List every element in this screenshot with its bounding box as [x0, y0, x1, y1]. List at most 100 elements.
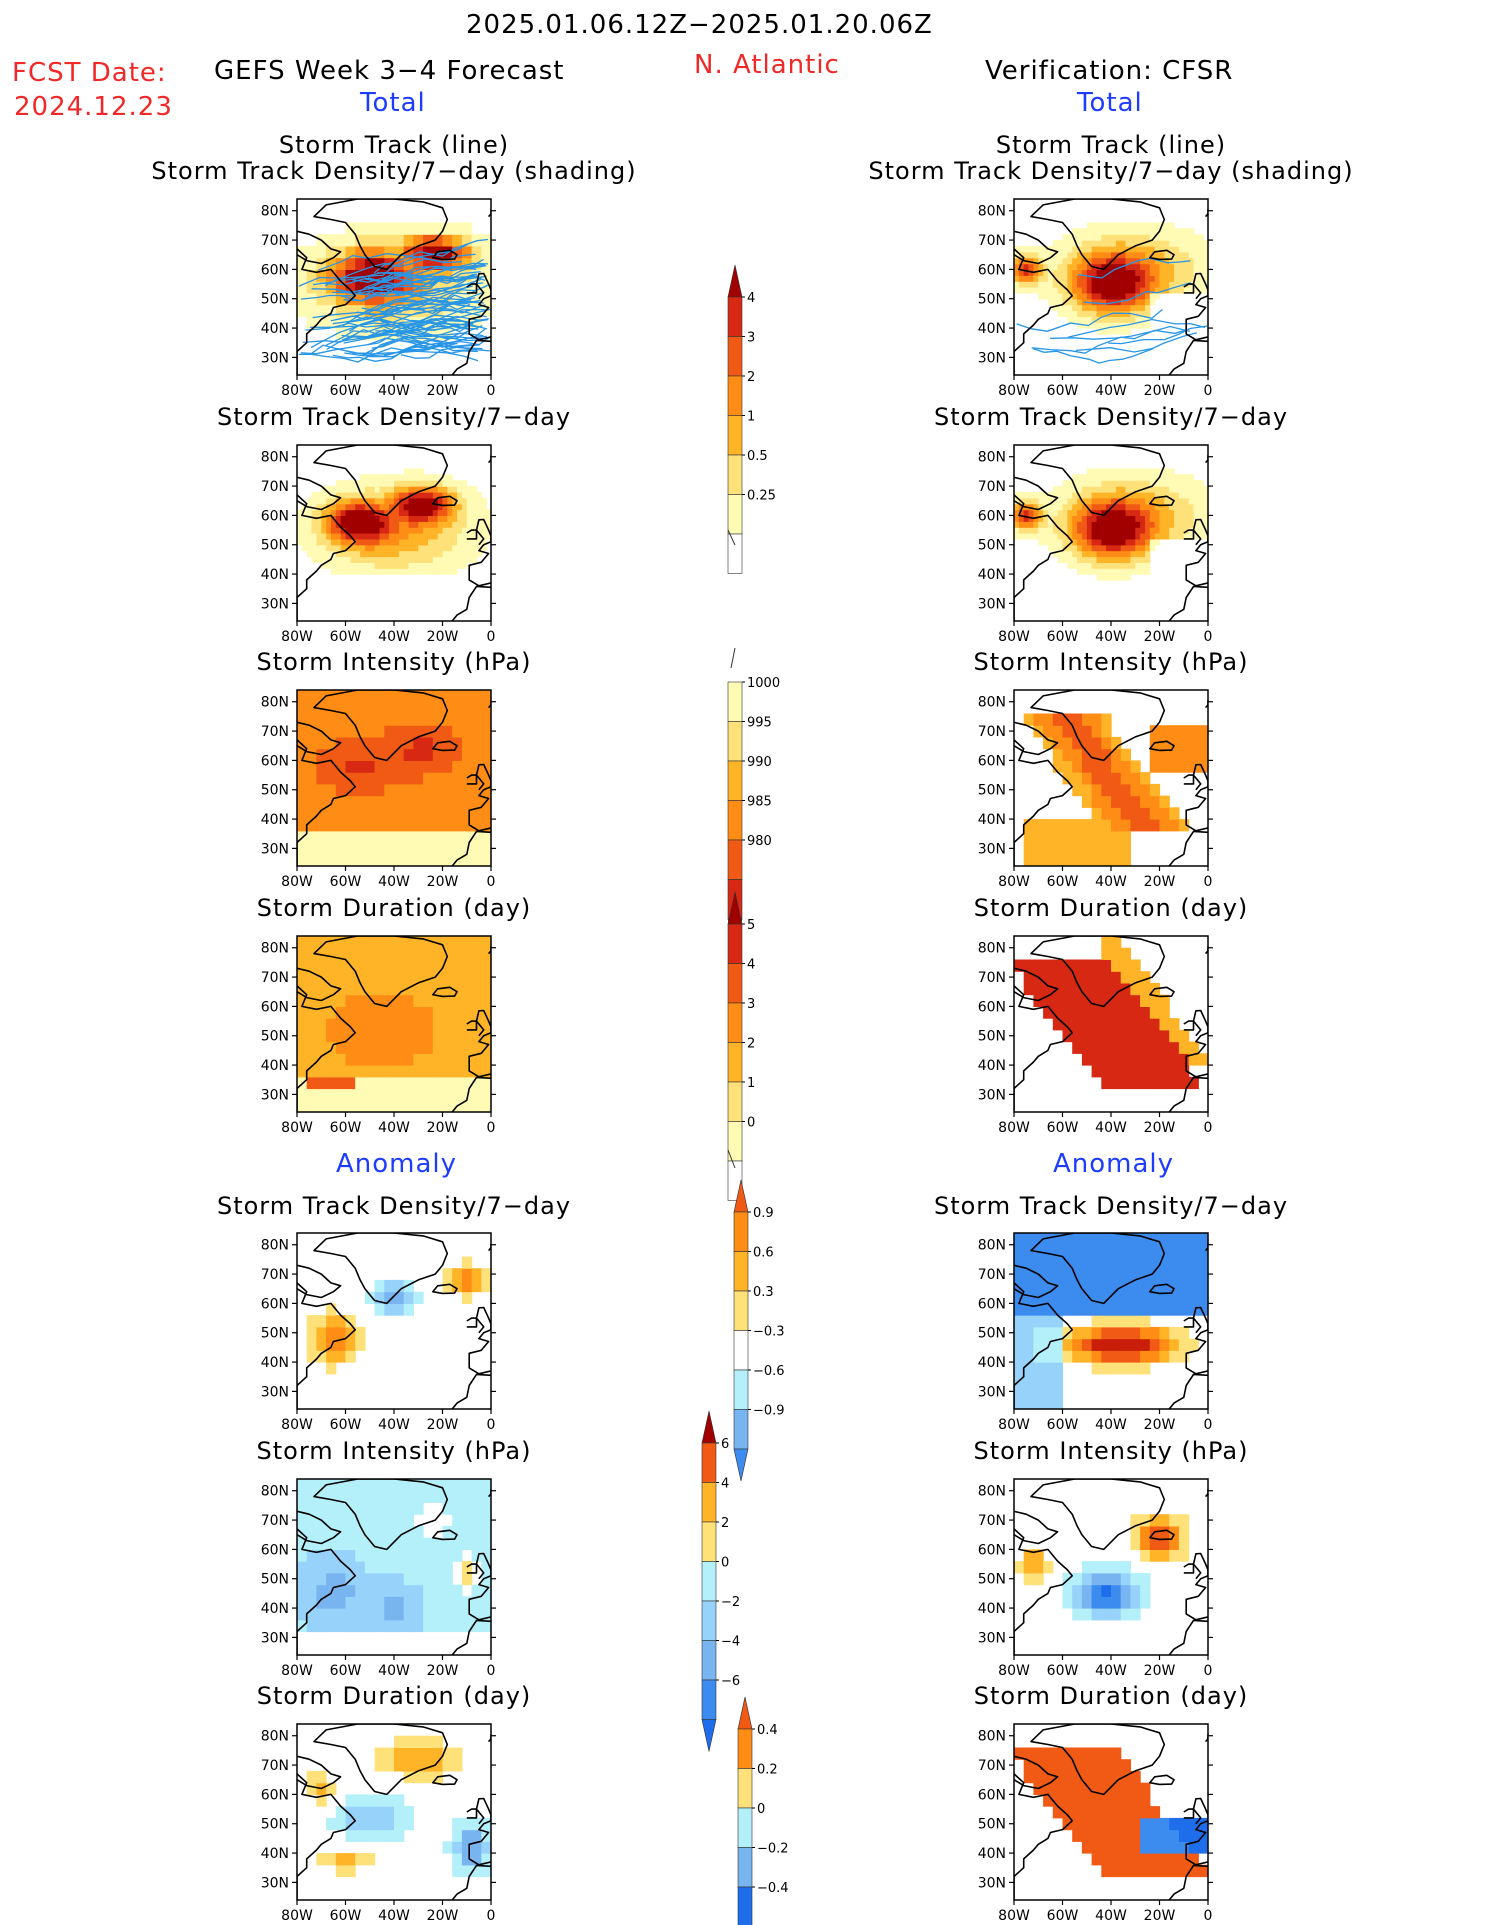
lon-tick-label: 80W — [998, 1417, 1030, 1433]
lat-tick-label: 60N — [978, 753, 1006, 769]
lon-tick-label: 60W — [330, 874, 362, 890]
lon-tick-label: 80W — [998, 1120, 1030, 1136]
lat-tick-label: 70N — [978, 1267, 1006, 1283]
lon-tick-label: 40W — [378, 874, 410, 890]
fcst-date-label: FCST Date: — [12, 58, 167, 88]
forecast-intensity-map-field — [297, 690, 491, 866]
title-density-left: Storm Track Density/7−day — [216, 403, 572, 431]
lon-tick-label: 80W — [281, 1120, 313, 1136]
colorbar-label: 0.9 — [753, 1206, 774, 1221]
lon-tick-label: 60W — [1047, 383, 1079, 399]
colorbar-label: −0.2 — [757, 1842, 789, 1857]
lat-tick-label: 30N — [978, 350, 1006, 366]
lat-tick-label: 60N — [978, 1542, 1006, 1558]
lon-tick-label: 20W — [427, 874, 459, 890]
lat-tick-label: 50N — [261, 292, 289, 308]
verification-anomaly-duration-map-field — [1014, 1724, 1208, 1900]
lat-tick-label: 30N — [978, 1384, 1006, 1400]
lat-tick-label: 40N — [978, 812, 1006, 828]
lon-tick-label: 60W — [330, 629, 362, 645]
lat-tick-label: 70N — [978, 1513, 1006, 1529]
title-anom-density-left: Storm Track Density/7−day — [216, 1192, 572, 1220]
lat-tick-label: 70N — [261, 233, 289, 249]
lat-tick-label: 70N — [261, 1513, 289, 1529]
lon-tick-label: 80W — [998, 1908, 1030, 1924]
lon-tick-label: 40W — [378, 1663, 410, 1679]
lat-tick-label: 80N — [261, 695, 289, 711]
lon-tick-label: 80W — [998, 874, 1030, 890]
lat-tick-label: 70N — [261, 724, 289, 740]
title-anom-intensity-left: Storm Intensity (hPa) — [256, 1437, 532, 1465]
lon-tick-label: 80W — [281, 1663, 313, 1679]
lat-tick-label: 50N — [978, 1326, 1006, 1342]
colorbar-anomaly-intensity-top-arrow — [701, 1410, 717, 1444]
colorbar-label: 0 — [747, 1116, 755, 1131]
colorbar-label: 0.25 — [747, 489, 776, 504]
lat-tick-label: 30N — [261, 350, 289, 366]
region-label: N. Atlantic — [694, 50, 840, 80]
colorbar-label: −2 — [721, 1595, 740, 1610]
lat-tick-label: 50N — [261, 1326, 289, 1342]
lon-tick-label: 80W — [998, 629, 1030, 645]
colorbar-tail — [730, 647, 736, 669]
lat-tick-label: 30N — [978, 841, 1006, 857]
colorbar-duration: 5 4 3 2 1 0 — [727, 891, 755, 1201]
lat-tick-label: 40N — [978, 321, 1006, 337]
lat-tick-label: 40N — [261, 1846, 289, 1862]
lat-tick-label: 60N — [261, 1542, 289, 1558]
lon-tick-label: 40W — [378, 1417, 410, 1433]
lon-tick-label: 40W — [1095, 874, 1127, 890]
lon-tick-label: 20W — [1144, 1417, 1176, 1433]
colorbar-anomaly-density-bottom-arrow — [733, 1448, 749, 1482]
verification-total-label: Total — [1077, 88, 1143, 118]
colorbar-anomaly-density: 0.9 0.6 0.3 −0.3 −0.6 −0.9 — [733, 1179, 785, 1482]
verification-track-map: 80N 70N 60N 50N 40N 30N 80W 60W 40W 20W 0 — [978, 198, 1213, 399]
lat-tick-label: 30N — [978, 1630, 1006, 1646]
lon-tick-label: 0 — [487, 1417, 496, 1433]
lon-tick-label: 60W — [330, 383, 362, 399]
lat-tick-label: 70N — [261, 1758, 289, 1774]
lon-tick-label: 60W — [1047, 1417, 1079, 1433]
lat-tick-label: 60N — [978, 1296, 1006, 1312]
lon-tick-label: 40W — [1095, 1120, 1127, 1136]
colorbar-label: −0.3 — [753, 1325, 785, 1340]
verification-anomaly-intensity-map: 80N 70N 60N 50N 40N 30N 80W 60W 40W 20W 0 — [978, 1478, 1213, 1679]
colorbar-label: 985 — [747, 795, 772, 810]
lat-tick-label: 40N — [261, 812, 289, 828]
lat-tick-label: 40N — [261, 567, 289, 583]
lat-tick-label: 40N — [978, 567, 1006, 583]
title-intensity-left: Storm Intensity (hPa) — [256, 648, 532, 676]
verification-anomaly-density-map: 80N 70N 60N 50N 40N 30N 80W 60W 40W 20W 0 — [978, 1232, 1213, 1433]
lat-tick-label: 80N — [261, 1238, 289, 1254]
lat-tick-label: 70N — [978, 233, 1006, 249]
lon-tick-label: 0 — [1204, 874, 1213, 890]
verification-column-title: Verification: CFSR — [985, 56, 1234, 86]
lon-tick-label: 60W — [330, 1908, 362, 1924]
lat-tick-label: 80N — [978, 941, 1006, 957]
lat-tick-label: 60N — [261, 999, 289, 1015]
lon-tick-label: 60W — [1047, 1908, 1079, 1924]
verification-density-map-field — [1014, 445, 1208, 621]
lon-tick-label: 0 — [1204, 1417, 1213, 1433]
colorbar-label: 990 — [747, 755, 772, 770]
lat-tick-label: 50N — [978, 783, 1006, 799]
lat-tick-label: 30N — [978, 1875, 1006, 1891]
title-intensity-right: Storm Intensity (hPa) — [973, 648, 1249, 676]
lat-tick-label: 80N — [261, 941, 289, 957]
lon-tick-label: 20W — [427, 1120, 459, 1136]
lat-tick-label: 50N — [978, 538, 1006, 554]
lon-tick-label: 60W — [1047, 874, 1079, 890]
lat-tick-label: 30N — [978, 1087, 1006, 1103]
title-track-line-right: Storm Track (line) — [995, 131, 1227, 159]
colorbar-label: 0.5 — [747, 449, 768, 464]
lon-tick-label: 40W — [378, 383, 410, 399]
colorbar-label: 0 — [721, 1556, 729, 1571]
lon-tick-label: 0 — [487, 1908, 496, 1924]
lat-tick-label: 60N — [978, 1787, 1006, 1803]
lat-tick-label: 40N — [978, 1601, 1006, 1617]
colorbar-label: 3 — [747, 997, 755, 1012]
colorbar-anomaly-intensity-bottom-arrow — [701, 1719, 717, 1752]
forecast-anomaly-label: Anomaly — [336, 1149, 458, 1179]
lat-tick-label: 40N — [261, 1601, 289, 1617]
colorbar-label: −0.9 — [753, 1404, 785, 1419]
